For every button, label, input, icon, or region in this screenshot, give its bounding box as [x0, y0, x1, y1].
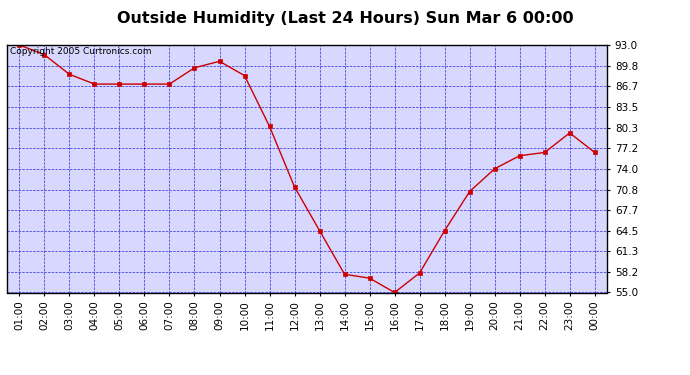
Text: Copyright 2005 Curtronics.com: Copyright 2005 Curtronics.com — [10, 48, 151, 57]
Text: Outside Humidity (Last 24 Hours) Sun Mar 6 00:00: Outside Humidity (Last 24 Hours) Sun Mar… — [117, 11, 573, 26]
